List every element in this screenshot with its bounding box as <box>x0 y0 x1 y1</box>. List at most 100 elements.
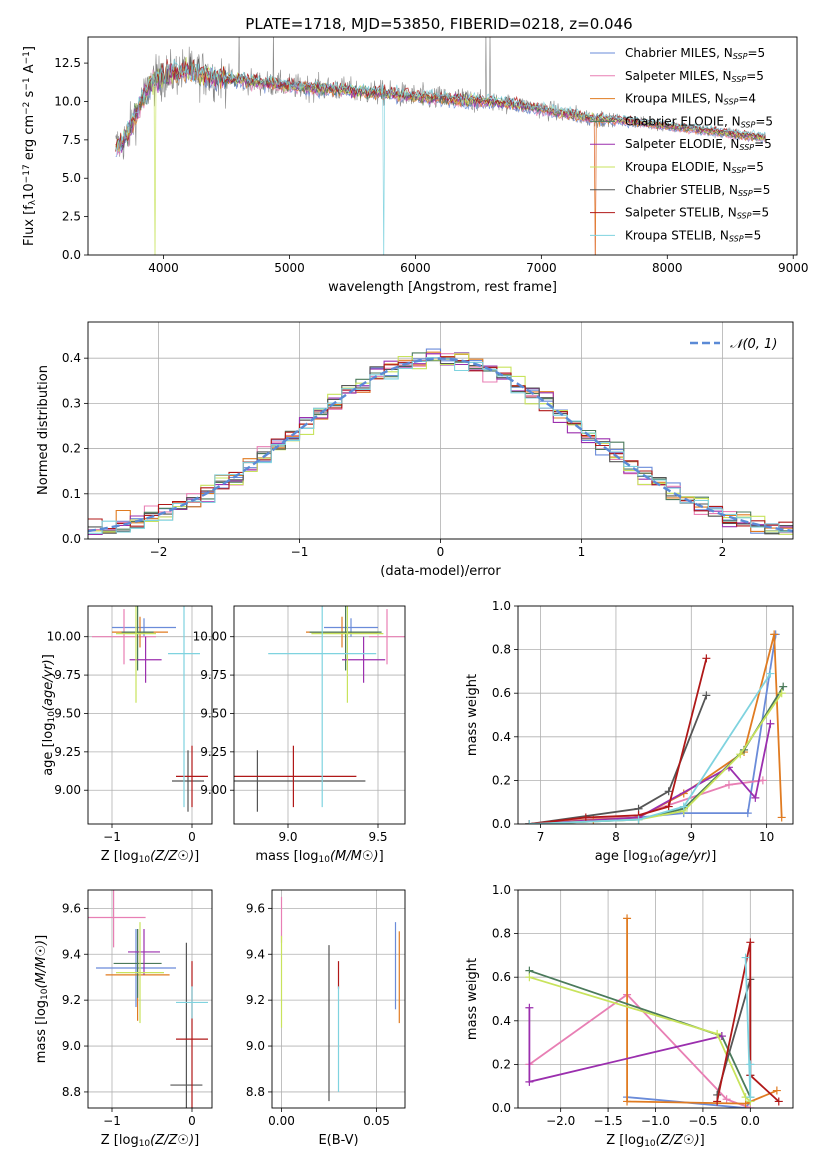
marker-salpeter_stelib <box>664 802 673 811</box>
y-tick-label: 0.0 <box>62 248 81 262</box>
x-axis-label: E(B-V) <box>318 1133 358 1148</box>
x-tick-label: 0.05 <box>363 1114 390 1128</box>
content <box>525 630 788 824</box>
legend-label: Kroupa MILES, NSSP=4 <box>625 92 756 107</box>
x-tick-label: 10 <box>759 830 774 844</box>
figure-title: PLATE=1718, MJD=53850, FIBERID=0218, z=0… <box>245 15 632 33</box>
y-tick-label: 7.5 <box>62 133 81 147</box>
x-tick-label: −1 <box>103 1114 121 1128</box>
content <box>525 914 783 1108</box>
series-salpeter_stelib <box>716 942 780 1103</box>
x-tick-label: 9.5 <box>368 830 387 844</box>
axes-frame <box>233 605 406 825</box>
marker-kroupa_stelib <box>746 1060 755 1069</box>
model-spectrum-chabrier_stelib <box>115 56 766 152</box>
y-tick-label: 1.0 <box>492 599 511 613</box>
y-tick-label: 0.2 <box>62 442 81 456</box>
marker-kroupa_elodie <box>736 750 745 759</box>
marker-kroupa_stelib <box>741 953 750 962</box>
x-tick-label: −1.5 <box>594 1114 623 1128</box>
y-tick-label: 9.00 <box>200 783 227 797</box>
series-salpeter_stelib <box>529 658 708 824</box>
y-tick-label: 9.25 <box>54 745 81 759</box>
weight-vs-age-panel: 7 8 9 10 0.0 0.2 0.4 0.6 0.8 1.0 age [log10(age/yr… <box>465 599 794 865</box>
x-tick-label: 0 <box>437 545 445 559</box>
y-tick-label: 9.2 <box>62 993 81 1007</box>
marker-salpeter_elodie <box>717 1032 726 1041</box>
marker-chabrier_miles <box>743 809 752 818</box>
weight-vs-z-panel: −2.0 −1.5 −1.0 −0.5 0.0 0.0 0.2 0.4 0.6 0.8 1.0 Z [… <box>465 883 794 1149</box>
legend-label: Salpeter MILES, NSSP=5 <box>625 69 764 84</box>
content <box>92 606 208 812</box>
gaussian-curve <box>88 357 793 533</box>
x-tick-label: 5000 <box>274 261 305 275</box>
content <box>234 606 405 812</box>
marker-salpeter_stelib <box>746 938 755 947</box>
marker-salpeter_elodie <box>751 793 760 802</box>
legend-label: Kroupa STELIB, NSSP=5 <box>625 228 761 243</box>
x-tick-label: 0.0 <box>741 1114 760 1128</box>
marker-kroupa_miles <box>770 630 779 639</box>
marker-kroupa_elodie <box>713 1029 722 1038</box>
marker-chabrier_stelib <box>702 691 711 700</box>
x-tick-label: 2 <box>719 545 727 559</box>
series-kroupa_stelib <box>529 673 772 824</box>
y-tick-label: 9.4 <box>62 947 81 961</box>
mass-vs-z-panel: −1 0 8.8 9.0 9.2 9.4 9.6 Z [log10(Z/Z☉)] mass [l… <box>34 889 213 1149</box>
y-tick-label: 0.4 <box>492 730 511 744</box>
axes-frame <box>87 321 794 540</box>
series-kroupa_elodie <box>529 976 751 1103</box>
x-tick-label: 4000 <box>148 261 179 275</box>
spectrum-legend: Chabrier MILES, NSSP=5 Salpeter MILES, NS… <box>590 46 773 243</box>
x-tick-label: 1 <box>578 545 586 559</box>
axes-frame <box>87 889 213 1109</box>
x-axis-label: Z [log10(Z/Z☉)] <box>101 1133 199 1149</box>
y-axis-label: age [log10(age/yr)] <box>41 654 57 776</box>
y-tick-label: 9.6 <box>62 901 81 915</box>
y-tick-label: 0.4 <box>492 1014 511 1028</box>
marker-chabrier_elodie <box>779 682 788 691</box>
x-tick-label: 7000 <box>526 261 557 275</box>
y-tick-label: 9.25 <box>200 745 227 759</box>
legend-label: Kroupa ELODIE, NSSP=5 <box>625 160 764 175</box>
y-tick-label: 9.6 <box>246 901 265 915</box>
y-axis-label: Normed distribution <box>36 365 51 495</box>
x-tick-label: 8 <box>612 830 620 844</box>
age-vs-mass-panel: 9.0 9.5 9.00 9.25 9.50 9.75 10.00 mass [log10(M… <box>193 605 406 865</box>
x-axis-label: age [log10(age/yr)] <box>595 849 717 865</box>
model-spectrum-kroupa_stelib <box>115 59 766 255</box>
axes-frame <box>517 889 794 1109</box>
legend-label: Chabrier MILES, NSSP=5 <box>625 46 765 61</box>
marker-salpeter_stelib <box>774 1097 783 1106</box>
y-tick-label: 9.50 <box>54 706 81 720</box>
x-tick-label: −1.0 <box>641 1114 670 1128</box>
y-tick-label: 5.0 <box>62 171 81 185</box>
content <box>88 348 793 536</box>
marker-kroupa_stelib <box>634 815 643 824</box>
y-tick-label: 0.4 <box>62 351 81 365</box>
series-kroupa_miles <box>529 634 783 824</box>
marker-kroupa_stelib <box>766 669 775 678</box>
legend-label: Chabrier STELIB, NSSP=5 <box>625 183 770 198</box>
marker-salpeter_stelib <box>702 654 711 663</box>
marker-kroupa_miles <box>772 1086 781 1095</box>
x-tick-label: −2.0 <box>546 1114 575 1128</box>
marker-salpeter_miles <box>724 780 733 789</box>
y-tick-label: 9.50 <box>200 706 227 720</box>
x-tick-label: 8000 <box>652 261 683 275</box>
y-tick-label: 10.0 <box>54 94 81 108</box>
x-tick-label: −0.5 <box>688 1114 717 1128</box>
y-tick-label: 8.8 <box>62 1085 81 1099</box>
y-tick-label: 0.8 <box>492 927 511 941</box>
y-tick-label: 0.0 <box>492 817 511 831</box>
x-axis-label: Z [log10(Z/Z☉)] <box>606 1133 704 1149</box>
y-tick-label: 0.1 <box>62 487 81 501</box>
y-tick-label: 0.6 <box>492 686 511 700</box>
y-axis-label: mass [log10(M/M☉)] <box>34 935 50 1063</box>
y-tick-label: 9.00 <box>54 783 81 797</box>
y-tick-label: 9.0 <box>62 1039 81 1053</box>
legend-label: Salpeter STELIB, NSSP=5 <box>625 206 769 221</box>
series-chabrier_stelib <box>529 695 708 824</box>
axes-frame <box>87 605 213 825</box>
mass-vs-ebv-panel: 0.00 0.05 8.8 9.0 9.2 9.4 9.6 E(B-V) <box>246 889 406 1148</box>
